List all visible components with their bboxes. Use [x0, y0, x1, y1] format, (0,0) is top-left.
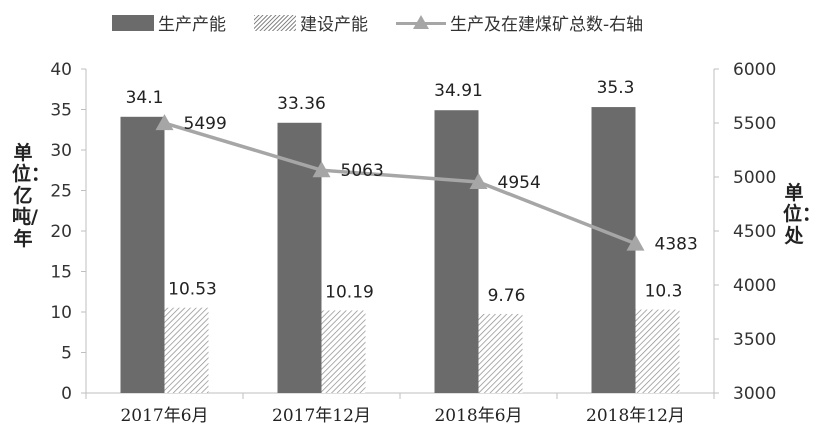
- legend-line-mine-count: [396, 14, 446, 31]
- data-label-mine-count: 5499: [184, 114, 227, 134]
- data-label-mine-count: 4383: [655, 235, 698, 255]
- marker-mine-count: [155, 114, 174, 131]
- legend-label-construction: 建设产能: [300, 15, 368, 35]
- legend-label-mine-count: 生产及在建煤矿总数-右轴: [450, 15, 644, 35]
- right-tick-label: 3500: [733, 330, 776, 350]
- right-axis-title: 单位：处: [783, 182, 814, 247]
- right-tick-label: 3000: [733, 384, 776, 404]
- legend-swatch-production: [112, 14, 154, 31]
- data-label-construction: 10.53: [168, 280, 217, 300]
- marker-mine-count: [469, 172, 488, 189]
- data-label-mine-count: 4954: [498, 173, 541, 193]
- x-tick-label: 2018年12月: [586, 406, 685, 426]
- data-label-production: 35.3: [597, 78, 635, 98]
- left-tick-label: 0: [61, 384, 72, 404]
- line-mine-count: [163, 121, 637, 246]
- legend-item-construction: 建设产能: [254, 10, 368, 35]
- bar-production: [434, 110, 479, 393]
- right-tick-label: 4000: [733, 276, 776, 296]
- left-tick-label: 25: [50, 182, 72, 202]
- legend-item-production: 生产产能: [112, 10, 226, 35]
- left-tick-label: 40: [50, 60, 72, 80]
- x-tick-label: 2017年6月: [120, 406, 208, 426]
- right-tick-label: 5500: [733, 114, 776, 134]
- left-tick-label: 30: [50, 141, 72, 161]
- data-label-production: 34.1: [126, 88, 164, 108]
- data-label-production: 34.91: [434, 81, 483, 101]
- data-label-production: 33.36: [277, 94, 326, 114]
- right-tick-label: 6000: [733, 60, 776, 80]
- bar-construction: [321, 310, 366, 393]
- right-tick-label: 5000: [733, 168, 776, 188]
- marker-mine-count: [626, 234, 645, 251]
- legend-item-mine-count: 生产及在建煤矿总数-右轴: [396, 10, 643, 35]
- legend: 生产产能 建设产能 生产及在建煤矿总数-右轴: [112, 10, 671, 35]
- legend-label-production: 生产产能: [158, 15, 226, 35]
- right-tick-label: 4500: [733, 222, 776, 242]
- data-label-construction: 10.3: [645, 282, 683, 302]
- left-tick-label: 10: [50, 303, 72, 323]
- legend-swatch-construction: [254, 14, 296, 31]
- left-tick-label: 20: [50, 222, 72, 242]
- bar-construction: [478, 313, 523, 393]
- data-label-mine-count: 5063: [341, 161, 384, 181]
- left-axis-title: 单位：亿吨/年: [12, 142, 51, 250]
- data-label-construction: 9.76: [488, 286, 526, 306]
- left-tick-label: 5: [61, 344, 72, 364]
- x-tick-label: 2018年6月: [434, 406, 522, 426]
- marker-mine-count: [312, 161, 331, 178]
- bar-construction: [164, 307, 209, 393]
- x-tick-label: 2017年12月: [272, 406, 371, 426]
- bar-production: [120, 116, 165, 393]
- left-tick-label: 15: [50, 263, 72, 283]
- bar-construction: [635, 309, 680, 393]
- left-tick-label: 35: [50, 101, 72, 121]
- data-label-construction: 10.19: [325, 282, 374, 302]
